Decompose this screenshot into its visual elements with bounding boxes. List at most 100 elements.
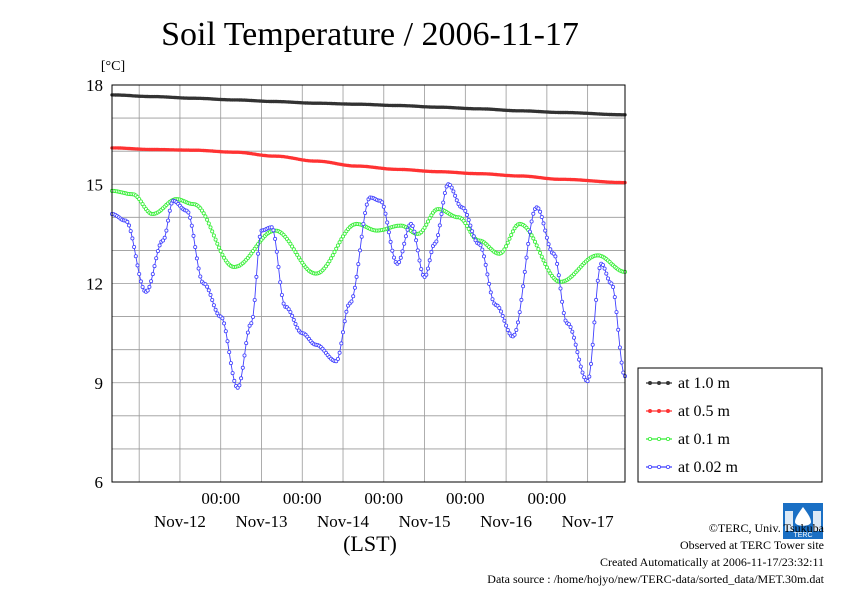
- data-point: [274, 249, 279, 254]
- data-point: [534, 243, 539, 248]
- data-point: [363, 210, 368, 215]
- data-point: [295, 252, 300, 257]
- data-point: [510, 229, 515, 234]
- data-point: [543, 228, 548, 233]
- x-tick-time-label: 00:00: [364, 489, 403, 508]
- data-point: [526, 241, 531, 246]
- data-point: [325, 261, 330, 266]
- data-point: [210, 229, 215, 234]
- data-point: [278, 280, 283, 285]
- observation-site-text: Observed at TERC Tower site: [679, 538, 824, 552]
- data-point: [125, 219, 130, 224]
- data-point: [519, 297, 524, 302]
- data-point: [597, 266, 602, 271]
- data-point: [611, 284, 616, 289]
- data-point: [232, 378, 237, 383]
- data-point: [471, 234, 476, 239]
- data-point: [359, 234, 364, 239]
- data-point: [130, 236, 135, 241]
- data-point: [213, 307, 218, 312]
- data-point: [390, 248, 395, 253]
- data-point: [244, 341, 249, 346]
- data-point: [536, 247, 541, 252]
- data-point: [466, 226, 471, 231]
- data-point: [595, 278, 600, 283]
- legend-swatch-dot: [666, 380, 671, 385]
- data-point: [415, 248, 420, 253]
- data-point: [245, 330, 250, 335]
- legend-label: at 0.1 m: [678, 431, 731, 448]
- legend-item: at 0.1 m: [646, 431, 731, 448]
- data-point: [191, 233, 196, 238]
- data-point: [553, 254, 558, 259]
- data-point: [464, 212, 469, 217]
- data-point: [276, 264, 281, 269]
- data-point: [206, 288, 211, 293]
- data-point: [147, 284, 152, 289]
- x-tick-time-label: 00:00: [527, 489, 566, 508]
- data-point: [587, 374, 592, 379]
- data-point: [548, 247, 553, 252]
- data-point: [296, 255, 301, 260]
- data-point: [398, 255, 403, 260]
- data-point: [383, 211, 388, 216]
- data-point: [273, 236, 278, 241]
- data-point: [279, 292, 284, 297]
- data-point: [145, 288, 150, 293]
- legend-label: at 0.5 m: [678, 403, 731, 420]
- data-point: [210, 297, 215, 302]
- data-point: [529, 219, 534, 224]
- data-point: [152, 264, 157, 269]
- y-axis: 6 9 12 15 18: [86, 76, 103, 492]
- data-point: [250, 314, 255, 319]
- data-point: [498, 309, 503, 314]
- data-point: [271, 228, 276, 233]
- data-point: [612, 295, 617, 300]
- data-point: [577, 357, 582, 362]
- data-point: [543, 261, 548, 266]
- series-at-0-5-m: [110, 146, 627, 185]
- data-point: [580, 370, 585, 375]
- data-point: [164, 228, 169, 233]
- data-point: [357, 248, 362, 253]
- copyright-text: ©TERC, Univ. Tsukuba: [708, 521, 824, 535]
- data-point: [222, 321, 227, 326]
- legend-swatch-dot: [657, 380, 662, 385]
- data-point: [286, 307, 291, 312]
- data-point: [405, 227, 410, 232]
- legend-swatch-dot: [648, 408, 653, 413]
- data-point: [425, 219, 430, 224]
- data-point: [490, 297, 495, 302]
- data-point: [544, 265, 549, 270]
- data-point: [566, 322, 571, 327]
- data-point: [463, 208, 468, 213]
- data-point: [504, 244, 509, 249]
- data-source-text: Data source : /home/hojyo/new/TERC-data/…: [487, 572, 824, 586]
- data-point: [539, 214, 544, 219]
- data-point: [502, 318, 507, 323]
- data-point: [602, 266, 607, 271]
- data-point: [427, 258, 432, 263]
- data-point: [225, 339, 230, 344]
- plot-frame: [111, 84, 626, 483]
- data-point: [157, 243, 162, 248]
- data-point: [335, 356, 340, 361]
- data-point: [555, 261, 560, 266]
- data-point: [539, 254, 544, 259]
- data-point: [437, 223, 442, 228]
- data-point: [337, 240, 342, 245]
- data-point: [594, 297, 599, 302]
- data-point: [291, 317, 296, 322]
- data-point: [590, 342, 595, 347]
- data-point: [560, 299, 565, 304]
- data-point: [397, 260, 402, 265]
- data-point: [414, 238, 419, 243]
- data-point: [509, 232, 514, 237]
- data-point: [441, 200, 446, 205]
- data-point: [436, 233, 441, 238]
- x-tick-date-label: Nov-17: [562, 512, 614, 531]
- data-point: [334, 246, 339, 251]
- data-point: [150, 272, 155, 277]
- data-point: [427, 216, 432, 221]
- data-point: [451, 189, 456, 194]
